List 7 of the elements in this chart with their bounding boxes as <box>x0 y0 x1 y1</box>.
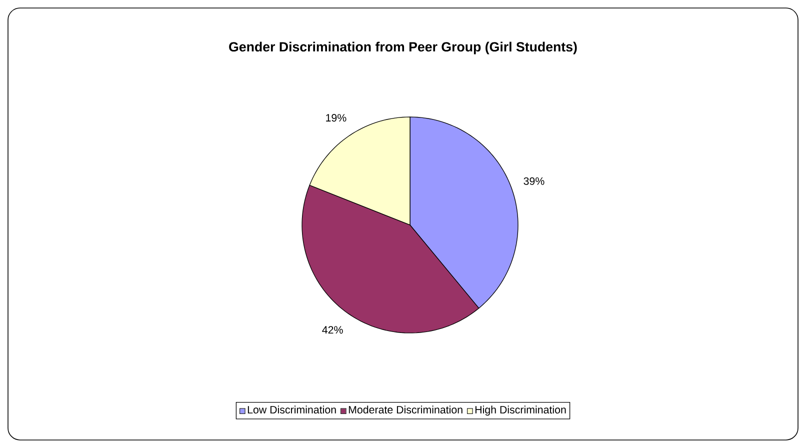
data-label: 39% <box>524 177 544 185</box>
legend-label: Low Discrimination <box>248 406 336 414</box>
data-label: 42% <box>322 326 343 334</box>
chart-title: Gender Discrimination from Peer Group (Girl Students) <box>229 42 577 54</box>
data-label: 19% <box>326 114 346 122</box>
legend-label: Moderate Discrimination <box>348 406 462 414</box>
legend-label: High Discrimination <box>475 406 566 416</box>
